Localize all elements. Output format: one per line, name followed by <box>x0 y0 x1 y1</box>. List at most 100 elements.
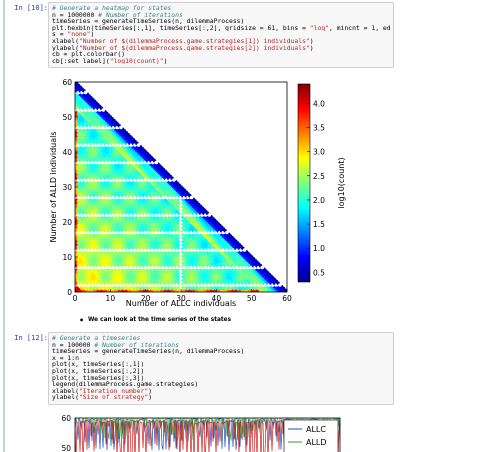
heatmap-cell <box>285 290 287 292</box>
heatmap-ytick-label: 30 <box>62 183 72 192</box>
heatmap-cell <box>267 272 272 277</box>
code-line: plot(x, timeSeries[:,1]) <box>52 361 145 368</box>
cell-prompt-in10: In [10]: <box>14 4 48 12</box>
code-line: cb = plt.colorbar() <box>52 51 126 58</box>
heatmap-cell <box>260 265 265 270</box>
code-line: plt.hexbin(timeSeries[:,1], timeSeries[:… <box>52 24 390 32</box>
heatmap-cell <box>182 188 187 193</box>
heatmap-cell <box>161 167 166 172</box>
heatmap-cell <box>200 206 204 210</box>
colorbar-tick-label: 2.5 <box>313 172 325 181</box>
heatmap-cell <box>211 216 215 221</box>
heatmap-cell <box>246 251 250 256</box>
code-line: ylabel("Number of $(dilemmaProcess.game.… <box>52 44 314 52</box>
heatmap-figure: 0 10 20 30 40 50 60 0 10 20 30 40 50 60 Number of AL… <box>49 78 346 308</box>
heatmap-cell <box>172 178 176 182</box>
heatmap-cell <box>119 125 123 130</box>
heatmap-cell <box>115 122 120 126</box>
code-line: legend(dilemmaProcess.game.strategies) <box>52 381 199 388</box>
heatmap-cell <box>150 157 155 161</box>
heatmap-xtick-label: 30 <box>176 294 186 303</box>
heatmap-ytick-label: 20 <box>62 218 72 227</box>
code-cell-timeseries[interactable]: # Generate a timeseries n = 100000 # Numb… <box>48 332 394 405</box>
colorbar-tick-label: 1.5 <box>313 220 325 229</box>
heatmap-cell <box>221 227 226 231</box>
heatmap-cell <box>196 202 201 207</box>
ts-ytick-60: 60 <box>61 414 71 423</box>
legend-box <box>283 419 339 452</box>
heatmap-cell <box>108 115 113 119</box>
heatmap-cell <box>94 101 98 105</box>
heatmap-cell <box>203 209 208 214</box>
heatmap-xtick-label: 0 <box>73 294 78 303</box>
heatmap-cell <box>264 269 268 273</box>
heatmap-cell <box>76 83 81 88</box>
heatmap-cell <box>235 241 240 245</box>
heatmap-cell <box>126 132 130 137</box>
heatmap-cell <box>232 237 236 242</box>
heatmap-cell <box>105 111 109 116</box>
timeseries-axes-frame <box>74 417 341 452</box>
heatmap-cell <box>140 146 144 151</box>
heatmap-cell <box>75 82 77 84</box>
heatmap-cell <box>242 248 247 252</box>
colorbar-tick-label: 1.0 <box>313 244 325 253</box>
heatmap-cell <box>225 230 229 235</box>
heatmap-ytick-label: 60 <box>62 78 72 87</box>
heatmap-cell <box>189 195 194 200</box>
timeseries-figure: 60 50 ALLC ALLD <box>61 414 341 452</box>
heatmap-cell <box>143 150 148 154</box>
heatmap-cell <box>83 90 88 95</box>
heatmap-cells <box>75 82 287 292</box>
code-line: xlabel("Number of $(dilemmaProcess.game.… <box>52 37 314 45</box>
heatmap-cell <box>87 94 91 98</box>
heatmap-cell <box>186 192 190 196</box>
heatmap-cell <box>158 164 162 168</box>
heatmap-cell <box>179 185 183 189</box>
heatmap-cell <box>271 276 275 280</box>
code-line: plot(x, timeSeries[:,3]) <box>52 374 145 382</box>
heatmap-ytick-label: 10 <box>62 253 72 262</box>
code-line: plot(x, timeSeries[:,2]) <box>52 367 145 375</box>
heatmap-cell <box>175 181 180 186</box>
heatmap-ytick-label: 40 <box>62 148 72 157</box>
heatmap-cell <box>154 160 159 165</box>
heatmap-xtick-label: 40 <box>212 294 222 303</box>
legend-alld: ALLD <box>306 438 327 447</box>
heatmap-cell <box>274 279 279 284</box>
heatmap-cell <box>101 108 106 112</box>
heatmap-cell <box>193 199 197 203</box>
heatmap-cell <box>90 97 95 102</box>
heatmap-cell <box>278 283 282 287</box>
colorbar-tick-label: 3.5 <box>313 123 325 132</box>
code-line: cb[:set_label]("log10(count)") <box>52 57 168 65</box>
code-line: ylabel("Size of strategy") <box>52 394 153 401</box>
heatmap-cell <box>122 129 127 133</box>
code-line: # Generate a heatmap for states <box>52 5 172 12</box>
legend-allc: ALLC <box>306 425 326 434</box>
colorbar-tick-label: 0.5 <box>313 268 325 277</box>
colorbar-tick-label: 3.0 <box>313 148 325 157</box>
heatmap-cell <box>168 174 173 179</box>
heatmap-cell <box>133 139 137 144</box>
heatmap-cell <box>112 118 116 123</box>
heatmap-cell <box>97 104 102 109</box>
code-line: # Generate a timeseries <box>52 335 141 342</box>
cell-prompt-in12: In [12]: <box>14 334 48 342</box>
ts-ytick-50: 50 <box>61 444 71 452</box>
colorbar-tick-label: 2.0 <box>313 196 325 205</box>
heatmap-cell <box>239 244 243 249</box>
heatmap-cell <box>218 223 222 228</box>
heatmap-cell <box>281 286 286 291</box>
heatmap-cell <box>129 136 134 140</box>
heatmap-ylabel: Number of ALLD individuals <box>49 131 58 242</box>
heatmap-xtick-label: 10 <box>106 294 116 303</box>
heatmap-xtick-label: 20 <box>141 294 151 303</box>
code-line: timeSeries = generateTimeSeries(n, dilem… <box>52 348 245 355</box>
heatmap-cell <box>80 87 84 91</box>
code-cell-heatmap[interactable]: # Generate a heatmap for states n = 10000… <box>48 2 394 68</box>
heatmap-xtick-label: 50 <box>247 294 257 303</box>
heatmap-cell <box>147 153 151 158</box>
code-line: s = "none") <box>52 31 95 38</box>
